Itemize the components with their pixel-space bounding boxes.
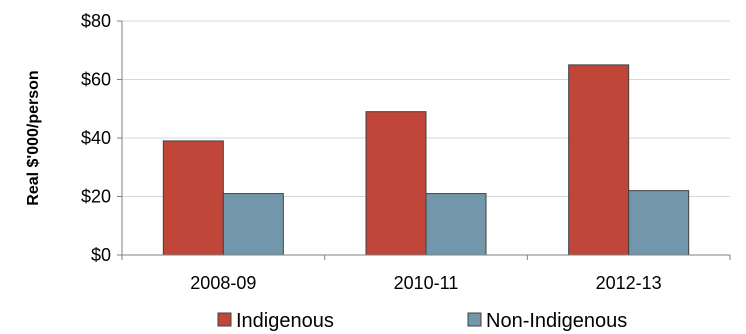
y-tick-label: $40	[81, 128, 111, 148]
x-tick-label: 2008-09	[190, 273, 256, 293]
bar-non-indigenous-2012-13	[628, 190, 690, 256]
y-tick-label: $0	[91, 245, 111, 265]
bar-indigenous-2010-11	[365, 111, 427, 256]
bar-indigenous-2012-13	[568, 64, 630, 256]
y-tick-label: $80	[81, 11, 111, 31]
axes: $0 $20 $40 $60 $80 2008-09 2010-11 2012-13	[81, 11, 731, 293]
x-tick-label: 2012-13	[596, 273, 662, 293]
legend-swatch-non-indigenous	[467, 312, 482, 327]
legend-label: Non-Indigenous	[486, 310, 627, 332]
y-axis-title: Real $'000/person	[25, 70, 42, 205]
y-tick-label: $20	[81, 187, 111, 207]
bar-non-indigenous-2008-09	[222, 193, 284, 256]
legend-label: Indigenous	[236, 310, 334, 332]
legend: Indigenous Non-Indigenous	[217, 310, 627, 332]
y-tick-label: $60	[81, 70, 111, 90]
x-tick-label: 2010-11	[394, 273, 459, 293]
legend-swatch-indigenous	[217, 312, 232, 327]
bars	[162, 64, 690, 256]
bar-non-indigenous-2010-11	[425, 193, 487, 256]
bar-indigenous-2008-09	[162, 140, 224, 256]
